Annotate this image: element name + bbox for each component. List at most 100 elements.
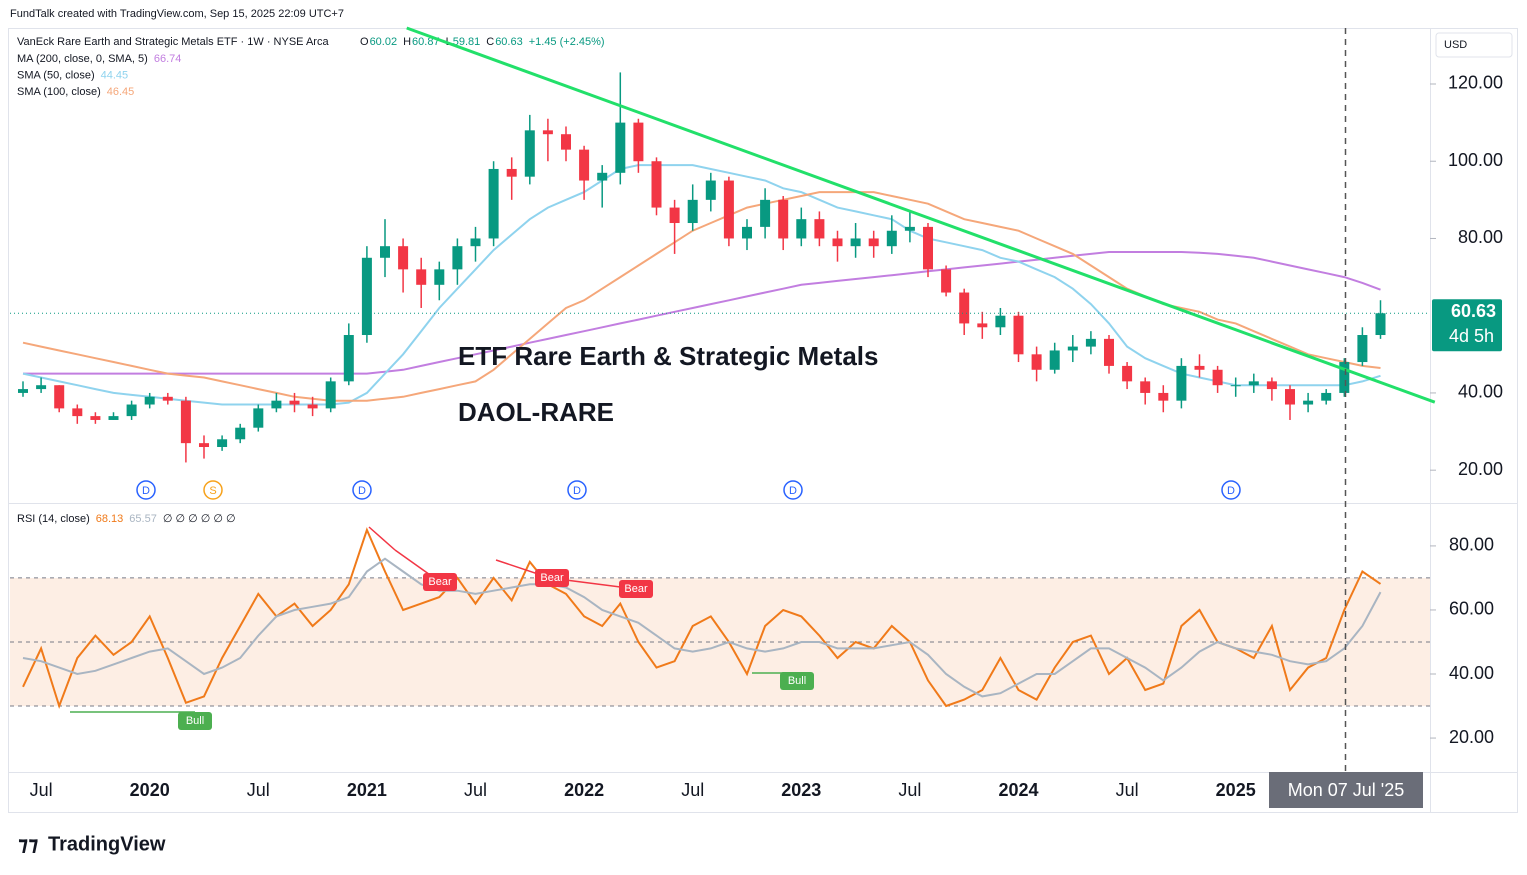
annotation: DAOL-RARE [458,397,614,427]
candle-body [832,238,843,247]
candle-body [868,238,879,247]
legend-value: 46.45 [107,86,135,98]
x-tick-label: 2024 [998,780,1038,800]
event-label: D [789,485,797,497]
rsi-marker-box [619,580,653,598]
candle-body [542,130,553,135]
crosshair-label: Mon 07 Jul '25 [1288,780,1405,800]
candle-body [1375,313,1386,336]
candle-body [742,226,752,239]
legend: VanEck Rare Earth and Strategic Metals E… [17,36,605,525]
candle-body [380,246,390,258]
candle-body [651,161,662,208]
candle-body [162,396,173,401]
event-label: D [358,485,366,497]
candle-body [1013,315,1024,355]
candle-body [923,226,933,270]
candle-body [1158,392,1169,401]
frame [8,28,1518,813]
candle-body [615,122,626,173]
candle-body [1212,369,1223,386]
candle-body [470,238,481,247]
candle-body [778,199,789,239]
candle-body [361,257,372,336]
candle-body [343,335,354,382]
candle-body [398,246,409,270]
candle-body [561,134,571,150]
candle-body [54,385,65,409]
rsi-y-tick-label: 40.00 [1449,663,1494,683]
ohlc-value: C [486,36,494,48]
rsi-legend-null: ∅ ∅ ∅ ∅ ∅ ∅ [163,513,236,525]
event-marker [783,480,803,500]
rsi-marker: Bear [540,572,564,584]
candle-body [253,408,264,428]
candle-body [1285,389,1295,405]
candle-body [1049,350,1060,370]
candle-body [959,292,970,324]
candle-body [180,400,191,444]
candle-body [723,180,734,239]
rsi-marker-box [535,569,569,587]
candle-body [325,381,336,409]
candle-body [1266,381,1277,390]
rsi-line [22,557,1382,698]
legend-name: SMA (50, close) [17,69,95,81]
x-tick-label: Jul [1116,780,1139,800]
x-tick-label: Jul [464,780,487,800]
x-tick-label: 2022 [564,780,604,800]
candle-body [144,396,155,405]
candle-body [126,404,137,417]
y-tick-label: 40.00 [1458,382,1503,402]
x-tick-label: Jul [247,780,270,800]
annotation: ETF Rare Earth & Strategic Metals [458,341,878,371]
candle-body [760,199,771,227]
rsi-legend-value: 68.13 [96,513,124,525]
rsi-marker-box [178,712,212,730]
candle-body [1140,381,1151,393]
moving-average [23,251,1381,375]
candle-body [633,122,644,162]
candle-body [886,230,897,247]
candle-body [506,168,517,177]
y-tick-label: 100.00 [1448,150,1503,170]
candle-body [416,269,427,285]
moving-average [22,164,1381,406]
rsi-marker-box [423,573,457,591]
y-tick-label: 120.00 [1448,73,1503,93]
x-tick-label: 2025 [1216,780,1256,800]
ohlc-value: H [403,36,411,48]
rsi-legend-value: 65.57 [129,513,157,525]
candle-body [579,149,590,181]
candle-body [108,416,119,420]
candle-body [72,408,83,417]
candle-body [1230,385,1241,387]
x-tick-label: Jul [30,780,53,800]
trendline [406,26,1436,404]
legend-name: SMA (100, close) [17,86,101,98]
event-marker [136,480,156,500]
event-label: D [573,485,581,497]
x-tick-label: 2021 [347,780,387,800]
candle-body [488,168,499,239]
currency-box[interactable] [1435,32,1513,58]
countdown: 4d 5h [1449,326,1494,346]
plot: Bear Bear Bear Bull Bull [10,26,1436,730]
candle-body [687,199,698,224]
candle-body [995,315,1006,328]
candle-body [90,416,101,420]
rsi-marker-box [780,672,814,690]
candle-body [1248,381,1259,386]
legend-value: 66.74 [154,53,182,65]
rsi-marker: Bear [624,583,648,595]
candle-body [597,172,608,181]
candle-body [289,400,300,405]
event-marker [567,480,587,500]
candle-body [904,226,915,231]
rsi-marker: Bull [186,715,204,727]
candle-body [796,219,807,239]
candle-body [307,404,318,409]
currency: USD [1444,39,1467,51]
